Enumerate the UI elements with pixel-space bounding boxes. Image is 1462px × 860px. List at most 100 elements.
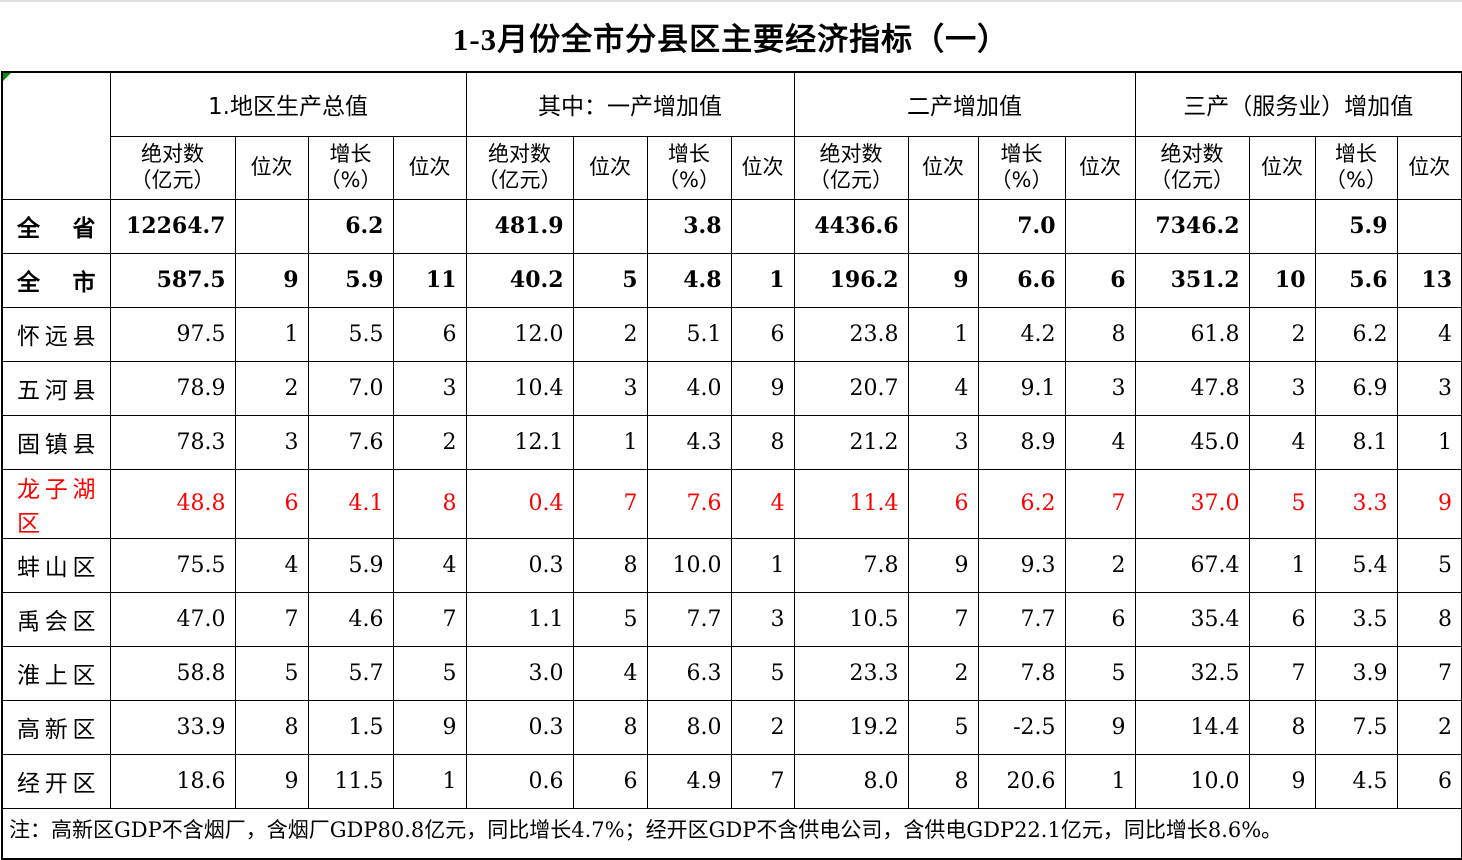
value-cell[interactable]: 8.0 (793, 753, 909, 809)
group-header-gdp[interactable]: 1.地区生产总值 (109, 71, 467, 137)
value-cell[interactable]: 11 (392, 252, 467, 308)
value-cell[interactable]: 6 (392, 306, 467, 362)
value-cell[interactable]: 4 (1248, 414, 1316, 470)
value-cell[interactable]: 2 (1248, 306, 1316, 362)
subheader-absolute[interactable]: 绝对数 （亿元） (793, 135, 909, 200)
value-cell[interactable]: 9 (907, 537, 979, 593)
value-cell[interactable]: 5 (234, 645, 309, 701)
value-cell[interactable]: 7.7 (646, 591, 732, 647)
value-cell[interactable]: 3.9 (1314, 645, 1398, 701)
value-cell[interactable]: 3 (730, 591, 795, 647)
footnote-cell[interactable]: 注：高新区GDP不含烟厂，含烟厂GDP80.8亿元，同比增长4.7%；经开区GD… (1, 807, 1462, 860)
value-cell[interactable]: 47.8 (1134, 360, 1250, 416)
value-cell[interactable] (1064, 198, 1136, 254)
value-cell[interactable]: 9 (1396, 468, 1462, 539)
value-cell[interactable]: 3 (1396, 360, 1462, 416)
value-cell[interactable]: 4.1 (307, 468, 394, 539)
value-cell[interactable]: 7.8 (977, 645, 1066, 701)
value-cell[interactable]: 7.8 (793, 537, 909, 593)
value-cell[interactable]: 1 (1064, 753, 1136, 809)
value-cell[interactable]: 7.5 (1314, 699, 1398, 755)
value-cell[interactable]: 8.0 (646, 699, 732, 755)
value-cell[interactable]: 9 (234, 753, 309, 809)
value-cell[interactable]: 4 (572, 645, 648, 701)
row-label[interactable]: 禹会区 (1, 591, 111, 647)
value-cell[interactable]: 1 (730, 252, 795, 308)
value-cell[interactable]: 11.4 (793, 468, 909, 539)
value-cell[interactable]: 7.7 (977, 591, 1066, 647)
value-cell[interactable]: 1 (392, 753, 467, 809)
row-label[interactable]: 龙子湖区 (1, 468, 111, 539)
value-cell[interactable]: 5 (1396, 537, 1462, 593)
value-cell[interactable]: 9.1 (977, 360, 1066, 416)
value-cell[interactable]: 14.4 (1134, 699, 1250, 755)
value-cell[interactable]: 10.0 (646, 537, 732, 593)
value-cell[interactable]: 6.2 (1314, 306, 1398, 362)
subheader-rank[interactable]: 位次 (234, 135, 309, 200)
value-cell[interactable]: 6 (1248, 591, 1316, 647)
value-cell[interactable]: 1 (234, 306, 309, 362)
subheader-absolute[interactable]: 绝对数 （亿元） (465, 135, 574, 200)
subheader-growth[interactable]: 增长 （%） (307, 135, 394, 200)
value-cell[interactable]: 5 (392, 645, 467, 701)
value-cell[interactable]: 7.0 (977, 198, 1066, 254)
group-header-primary-industry[interactable]: 其中：一产增加值 (465, 71, 795, 137)
subheader-rank[interactable]: 位次 (572, 135, 648, 200)
value-cell[interactable]: 5 (907, 699, 979, 755)
value-cell[interactable]: 23.3 (793, 645, 909, 701)
value-cell[interactable]: 4.5 (1314, 753, 1398, 809)
value-cell[interactable]: 4 (907, 360, 979, 416)
value-cell[interactable]: 4 (1396, 306, 1462, 362)
value-cell[interactable]: 1 (907, 306, 979, 362)
value-cell[interactable]: 58.8 (109, 645, 236, 701)
subheader-rank[interactable]: 位次 (907, 135, 979, 200)
value-cell[interactable]: 5.5 (307, 306, 394, 362)
value-cell[interactable]: 10 (1248, 252, 1316, 308)
value-cell[interactable]: 9 (1064, 699, 1136, 755)
value-cell[interactable]: 2 (1064, 537, 1136, 593)
value-cell[interactable]: 9 (392, 699, 467, 755)
value-cell[interactable]: 20.7 (793, 360, 909, 416)
value-cell[interactable]: 4 (730, 468, 795, 539)
value-cell[interactable]: 6 (1064, 252, 1136, 308)
value-cell[interactable]: 351.2 (1134, 252, 1250, 308)
value-cell[interactable]: 3.0 (465, 645, 574, 701)
value-cell[interactable]: 8 (234, 699, 309, 755)
value-cell[interactable]: 196.2 (793, 252, 909, 308)
value-cell[interactable] (1248, 198, 1316, 254)
value-cell[interactable]: 0.3 (465, 537, 574, 593)
value-cell[interactable]: 2 (730, 699, 795, 755)
value-cell[interactable]: 1.1 (465, 591, 574, 647)
value-cell[interactable]: 4.9 (646, 753, 732, 809)
value-cell[interactable]: 6.9 (1314, 360, 1398, 416)
value-cell[interactable]: 7 (234, 591, 309, 647)
subheader-rank[interactable]: 位次 (730, 135, 795, 200)
value-cell[interactable]: 4 (392, 537, 467, 593)
row-label[interactable]: 五河县 (1, 360, 111, 416)
value-cell[interactable]: 6 (730, 306, 795, 362)
value-cell[interactable]: 4 (1064, 414, 1136, 470)
value-cell[interactable]: 7 (1396, 645, 1462, 701)
value-cell[interactable]: 3 (572, 360, 648, 416)
row-label[interactable]: 全市 (1, 252, 111, 308)
value-cell[interactable]: 8.9 (977, 414, 1066, 470)
value-cell[interactable]: 23.8 (793, 306, 909, 362)
value-cell[interactable]: 587.5 (109, 252, 236, 308)
value-cell[interactable]: 4.6 (307, 591, 394, 647)
value-cell[interactable]: 8 (572, 537, 648, 593)
value-cell[interactable]: 4.2 (977, 306, 1066, 362)
value-cell[interactable]: 1 (730, 537, 795, 593)
value-cell[interactable]: 5.4 (1314, 537, 1398, 593)
group-header-secondary-industry[interactable]: 二产增加值 (793, 71, 1136, 137)
value-cell[interactable]: 7.0 (307, 360, 394, 416)
value-cell[interactable]: 5.7 (307, 645, 394, 701)
value-cell[interactable]: 13 (1396, 252, 1462, 308)
value-cell[interactable]: 3.5 (1314, 591, 1398, 647)
value-cell[interactable]: 9 (234, 252, 309, 308)
value-cell[interactable]: 4436.6 (793, 198, 909, 254)
value-cell[interactable]: 6.2 (977, 468, 1066, 539)
value-cell[interactable]: -2.5 (977, 699, 1066, 755)
value-cell[interactable]: 45.0 (1134, 414, 1250, 470)
value-cell[interactable] (572, 198, 648, 254)
value-cell[interactable] (392, 198, 467, 254)
